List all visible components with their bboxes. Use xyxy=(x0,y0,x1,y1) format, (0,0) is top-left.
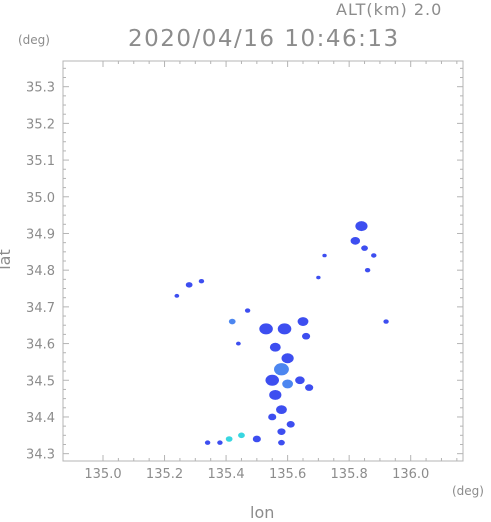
echo-cell xyxy=(297,317,309,326)
echo-cell xyxy=(281,353,294,364)
y-tick-label: 34.8 xyxy=(26,264,55,279)
echo-cell xyxy=(225,436,233,442)
echo-cell xyxy=(252,435,261,443)
echo-cell xyxy=(174,293,180,298)
echo-cell xyxy=(295,376,305,385)
axis-ticks: 135.0 135.2 135.4 135.6 135.8 136.0 34.3 34.4 34… xyxy=(26,61,463,482)
x-tick-label: 135.0 xyxy=(84,467,121,482)
y-tick-label: 34.9 xyxy=(26,227,55,242)
echo-cell xyxy=(316,275,321,280)
timestamp: 2020/04/16 10:46:13 xyxy=(128,26,400,52)
echo-cell xyxy=(277,323,292,335)
x-tick-label: 135.8 xyxy=(331,467,368,482)
echo-cell xyxy=(185,282,193,288)
y-tick-label: 34.5 xyxy=(26,374,55,389)
x-tick-label: 136.0 xyxy=(392,467,429,482)
echo-cell xyxy=(286,420,295,428)
echo-cell xyxy=(198,278,205,284)
echo-cell xyxy=(265,374,279,386)
y-tick-label: 35.2 xyxy=(26,117,55,132)
y-tick-label: 35.1 xyxy=(26,154,55,169)
echo-cell xyxy=(269,342,281,352)
echo-cell xyxy=(305,384,314,391)
altitude-readout: ALT(km) 2.0 xyxy=(336,0,442,19)
altitude-value: 2.0 xyxy=(413,0,443,19)
plot-frame xyxy=(62,60,464,462)
echo-cell xyxy=(204,440,211,445)
echo-layer xyxy=(174,221,389,446)
echo-cell xyxy=(228,318,236,325)
y-tick-label: 34.4 xyxy=(26,411,55,426)
x-axis-unit: (deg) xyxy=(452,484,484,498)
echo-cell xyxy=(350,236,361,245)
echo-cell xyxy=(217,440,223,445)
echo-cell xyxy=(302,332,311,340)
echo-cell xyxy=(361,245,368,251)
y-axis-unit: (deg) xyxy=(18,33,50,47)
echo-cell xyxy=(322,253,327,258)
echo-cell xyxy=(278,439,285,446)
echo-cell xyxy=(282,379,294,389)
y-tick-label: 34.6 xyxy=(26,338,55,353)
echo-cell xyxy=(268,413,277,421)
y-tick-label: 34.3 xyxy=(26,448,55,463)
y-tick-label: 35.0 xyxy=(26,191,55,206)
x-tick-label: 135.4 xyxy=(207,467,244,482)
echo-cell xyxy=(238,432,245,439)
x-tick-label: 135.2 xyxy=(146,467,183,482)
echo-cell xyxy=(355,221,368,232)
echo-cell xyxy=(236,341,241,346)
echo-cell xyxy=(274,363,289,376)
echo-cell xyxy=(269,389,282,400)
altitude-label: ALT(km) xyxy=(336,0,408,19)
y-tick-label: 35.3 xyxy=(26,81,55,96)
x-axis-label: lon xyxy=(250,503,275,522)
x-tick-label: 135.6 xyxy=(269,467,306,482)
echo-cell xyxy=(383,319,389,324)
echo-cell xyxy=(276,405,287,415)
echo-cell xyxy=(371,253,377,258)
echo-cell xyxy=(277,428,286,435)
y-tick-label: 34.7 xyxy=(26,301,55,316)
echo-cell xyxy=(364,267,371,273)
echo-cell xyxy=(244,308,251,313)
echo-cell xyxy=(259,323,273,335)
